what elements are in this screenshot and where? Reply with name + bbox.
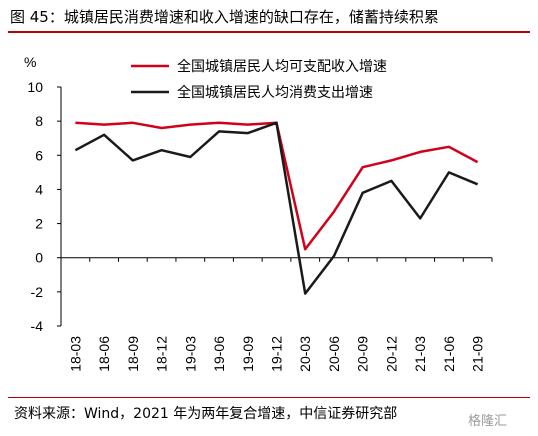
y-tick-label: 0 [35, 250, 43, 266]
consumption-growth-line [74, 121, 479, 295]
x-tick-label: 18-03 [67, 336, 83, 372]
x-tick-label: 18-12 [154, 336, 170, 372]
y-tick-label: -4 [31, 318, 44, 334]
y-tick-label: 8 [35, 113, 43, 129]
x-tick-label: 21-06 [441, 336, 457, 372]
x-tick-label: 20-03 [297, 336, 313, 372]
y-tick-label: 4 [35, 181, 43, 197]
y-tick-label: 6 [35, 147, 43, 163]
x-tick-label: 21-09 [470, 336, 486, 372]
x-tick-label: 18-09 [125, 336, 141, 372]
source-note: 资料来源：Wind，2021 年为两年复合增速，中信证券研究部 [14, 406, 398, 422]
income-growth-line [75, 121, 479, 251]
x-tick-label: 20-06 [326, 336, 342, 372]
y-tick-label: 10 [27, 79, 43, 95]
watermark: 格隆汇 [468, 414, 508, 429]
x-tick-label: 18-06 [96, 336, 112, 372]
legend-label: 全国城镇居民人均可支配收入增速 [177, 58, 387, 75]
figure-title: 图 45：城镇居民消费增速和收入增速的缺口存在，储蓄持续积累 [10, 8, 439, 26]
x-tick-label: 19-09 [240, 336, 256, 372]
x-tick-label: 21-03 [412, 336, 428, 372]
source-divider [8, 397, 530, 398]
x-tick-label: 20-12 [383, 336, 399, 372]
legend-label: 全国城镇居民人均消费支出增速 [177, 84, 373, 101]
y-tick-label: -2 [31, 284, 44, 300]
x-tick-label: 20-09 [355, 336, 371, 372]
title-divider [8, 31, 530, 33]
x-tick-label: 19-12 [269, 336, 285, 372]
y-tick-label: 2 [35, 216, 43, 232]
x-tick-label: 19-06 [211, 336, 227, 372]
y-axis-unit: % [24, 54, 36, 70]
x-tick-label: 19-03 [182, 336, 198, 372]
